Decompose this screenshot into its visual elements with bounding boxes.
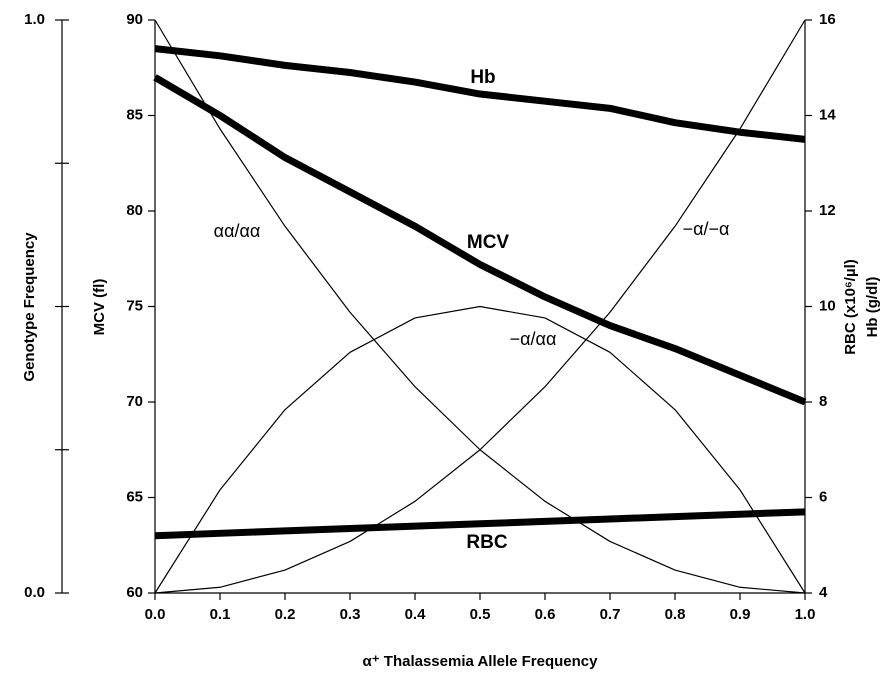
series-line xyxy=(154,45,806,143)
x-tick-label: 1.0 xyxy=(795,606,816,623)
series-label: RBC xyxy=(466,532,507,553)
genotype-tick-label: 1.0 xyxy=(24,11,45,28)
y2-tick-label: 8 xyxy=(819,393,827,410)
series-label: −α/−α xyxy=(683,219,730,239)
x-axis-label: α⁺ Thalassemia Allele Frequency xyxy=(362,653,598,670)
series-line xyxy=(154,508,806,540)
y2-tick-label: 14 xyxy=(819,106,836,123)
y2-tick-label: 12 xyxy=(819,202,836,219)
x-tick-label: 0.3 xyxy=(340,606,361,623)
y-tick-label: 75 xyxy=(126,297,143,314)
y2-tick-label: 6 xyxy=(819,488,827,505)
y2-axis-label: Hb (g/dl) xyxy=(864,277,881,338)
y-tick-label: 85 xyxy=(126,106,143,123)
y-tick-label: 80 xyxy=(126,202,143,219)
x-tick-label: 0.9 xyxy=(730,606,751,623)
series-label: −α/αα xyxy=(510,329,557,349)
series-label: MCV xyxy=(467,232,510,253)
x-tick-label: 0.4 xyxy=(405,606,427,623)
series-line xyxy=(153,74,807,406)
y2-tick-label: 16 xyxy=(819,11,836,28)
y-axis-label: MCV (fl) xyxy=(91,279,108,336)
x-tick-label: 0.1 xyxy=(210,606,231,623)
x-tick-label: 0.6 xyxy=(535,606,556,623)
x-tick-label: 0.5 xyxy=(470,606,491,623)
series-label: αα/αα xyxy=(214,221,261,241)
series-line xyxy=(154,19,806,594)
series-label: Hb xyxy=(470,67,495,88)
genotype-axis-label: Genotype Frequency xyxy=(21,232,38,382)
y-tick-label: 65 xyxy=(126,488,143,505)
y2-axis-label: RBC (x10⁶/µl) xyxy=(842,259,859,355)
y-tick-label: 90 xyxy=(126,11,143,28)
x-tick-label: 0.8 xyxy=(665,606,686,623)
genotype-tick-label: 0.0 xyxy=(24,584,45,601)
x-tick-label: 0.7 xyxy=(600,606,621,623)
x-tick-label: 0.2 xyxy=(275,606,296,623)
y-tick-label: 60 xyxy=(126,584,143,601)
y2-tick-label: 10 xyxy=(819,297,836,314)
y2-tick-label: 4 xyxy=(819,584,828,601)
series-line xyxy=(154,305,806,594)
y-tick-label: 70 xyxy=(126,393,143,410)
x-tick-label: 0.0 xyxy=(145,606,166,623)
